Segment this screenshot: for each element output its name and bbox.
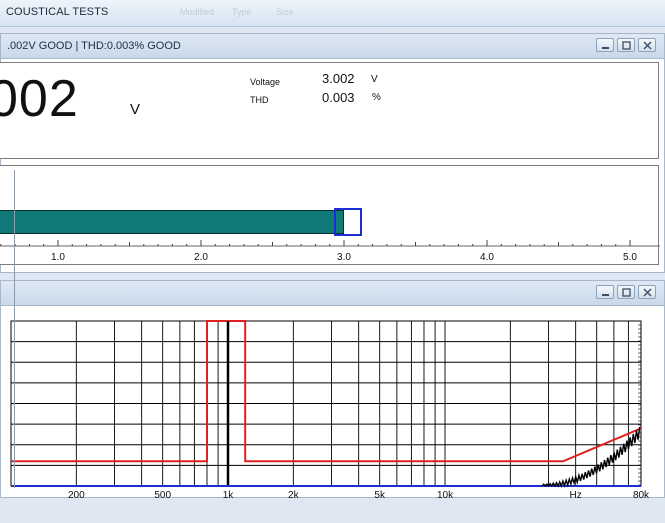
x-tick-label: 5k xyxy=(374,490,386,498)
reading-panel: 002 V Voltage 3.002 V THD 0.003 % xyxy=(0,62,659,159)
reading-window-title: .002V GOOD | THD:0.003% GOOD xyxy=(7,40,181,52)
big-voltage-value: 002 xyxy=(0,70,79,128)
meter-scale: 1.0 2.0 3.0 4.0 5.0 xyxy=(0,240,660,263)
meter-tick-label: 2.0 xyxy=(194,252,208,263)
x-tick-label: Hz xyxy=(570,490,582,498)
spectrum-maximize-button[interactable] xyxy=(617,285,635,299)
spectrum-window-titlebar[interactable] xyxy=(1,281,664,306)
column-size: Size xyxy=(276,7,294,17)
meter-tick-label: 4.0 xyxy=(480,252,494,263)
voltage-unit: V xyxy=(371,74,378,85)
close-icon xyxy=(643,41,652,50)
app-title: COUSTICAL TESTS xyxy=(6,6,109,18)
spectrum-window: 200 500 1k 2k 5k 10k Hz 80k xyxy=(0,280,665,498)
big-voltage-unit: V xyxy=(130,101,141,118)
status-area xyxy=(0,498,665,523)
meter-tick-label: 1.0 xyxy=(51,252,65,263)
limit-line xyxy=(11,320,642,463)
minimize-button[interactable] xyxy=(596,38,614,52)
minimize-icon xyxy=(602,294,609,296)
voltage-label: Voltage xyxy=(250,77,281,87)
x-tick-label: 80k xyxy=(633,490,650,498)
app-header: COUSTICAL TESTS Modified Type Size xyxy=(0,0,665,27)
window-controls xyxy=(596,38,656,52)
thd-value: 0.003 xyxy=(322,90,355,105)
voltage-value: 3.002 xyxy=(322,71,355,86)
maximize-icon xyxy=(622,288,631,297)
thd-label: THD xyxy=(250,95,269,105)
x-tick-label: 200 xyxy=(68,490,85,498)
meter-tick-label: 3.0 xyxy=(337,252,351,263)
column-type: Type xyxy=(232,7,252,17)
level-meter: 1.0 2.0 3.0 4.0 5.0 xyxy=(0,165,660,265)
column-modified: Modified xyxy=(180,7,215,17)
x-tick-label: 500 xyxy=(154,490,171,498)
level-bar xyxy=(0,210,345,234)
reading-window-titlebar[interactable]: .002V GOOD | THD:0.003% GOOD xyxy=(1,34,664,59)
distortion-noise-line xyxy=(541,426,641,489)
thd-unit: % xyxy=(372,92,381,103)
close-icon xyxy=(643,288,652,297)
spectrum-window-controls xyxy=(596,285,656,299)
x-tick-label: 2k xyxy=(288,490,300,498)
x-tick-label: 10k xyxy=(437,490,454,498)
x-tick-label: 1k xyxy=(223,490,235,498)
spectrum-close-button[interactable] xyxy=(638,285,656,299)
maximize-button[interactable] xyxy=(617,38,635,52)
spectrum-minimize-button[interactable] xyxy=(596,285,614,299)
minimize-icon xyxy=(602,47,609,49)
meter-tick-label: 5.0 xyxy=(623,252,637,263)
maximize-icon xyxy=(622,41,631,50)
left-splitter[interactable] xyxy=(0,170,15,488)
peak-marker xyxy=(333,208,362,236)
close-button[interactable] xyxy=(638,38,656,52)
spectrum-plot[interactable]: 200 500 1k 2k 5k 10k Hz 80k xyxy=(1,306,665,498)
